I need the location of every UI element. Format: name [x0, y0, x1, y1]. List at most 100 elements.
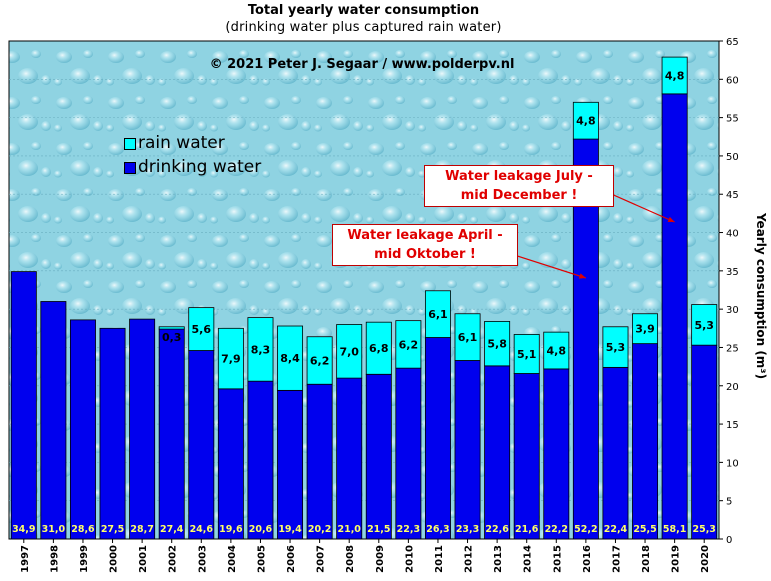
- bar-drinking-2013: [484, 365, 511, 540]
- data-label-drinking: 22,2: [545, 524, 568, 535]
- bar-drinking-2007: [306, 383, 333, 540]
- legend-label-drinking: drinking water: [138, 157, 262, 177]
- bar-drinking-1998: [40, 301, 67, 540]
- data-label-drinking: 19,4: [278, 524, 302, 535]
- bar-drinking-2006: [277, 389, 304, 540]
- data-label-rain: 0,3: [162, 331, 182, 344]
- bar-rain-2009: [365, 321, 392, 375]
- x-tick-label: 2006: [286, 545, 297, 573]
- y-tick-label: 30: [726, 305, 739, 316]
- data-label-rain: 6,1: [458, 331, 478, 344]
- y-tick-label: 15: [726, 420, 739, 431]
- data-label-rain: 4,8: [665, 69, 685, 82]
- x-tick-label: 2001: [138, 545, 149, 573]
- legend-label-rain: rain water: [138, 133, 225, 153]
- x-tick-label: 2015: [552, 545, 563, 573]
- y-tick-label: 5: [726, 497, 732, 508]
- data-label-rain: 5,3: [606, 341, 626, 354]
- x-tick-label: 2019: [671, 545, 682, 573]
- bar-drinking-2002: [158, 328, 185, 540]
- bar-drinking-2014: [513, 373, 540, 540]
- annotation-arrow-2016: [507, 252, 587, 279]
- bar-drinking-2001: [129, 318, 156, 540]
- legend-swatch-drinking: [124, 162, 136, 174]
- bar-drinking-2010: [395, 367, 422, 540]
- bar-rain-2002: [158, 326, 185, 330]
- x-tick-label: 2017: [611, 545, 622, 573]
- bar-rain-2011: [424, 290, 451, 338]
- data-label-drinking: 22,4: [604, 524, 628, 535]
- annotation-leakage-2019: Water leakage July - mid December !: [424, 165, 614, 207]
- x-tick-label: 1997: [20, 545, 31, 573]
- bar-drinking-2017: [602, 366, 629, 540]
- data-label-drinking: 58,1: [663, 524, 686, 535]
- data-label-drinking: 24,6: [190, 524, 214, 535]
- data-label-rain: 4,8: [547, 345, 567, 358]
- bar-rain-2003: [188, 307, 215, 351]
- data-label-drinking: 21,6: [515, 524, 539, 535]
- data-label-drinking: 28,7: [130, 524, 153, 535]
- data-label-rain: 5,3: [694, 319, 714, 332]
- y-tick-label: 25: [726, 343, 739, 354]
- data-label-drinking: 25,3: [692, 524, 715, 535]
- bar-drinking-2004: [217, 388, 244, 540]
- bar-rain-2015: [543, 331, 570, 370]
- bar-rain-2006: [277, 325, 304, 391]
- data-label-drinking: 20,6: [249, 524, 273, 535]
- data-label-drinking: 21,0: [337, 524, 361, 535]
- y-tick-label: 55: [726, 114, 739, 125]
- data-label-rain: 4,8: [576, 115, 596, 128]
- bar-drinking-1997: [10, 271, 37, 540]
- data-label-rain: 8,4: [280, 352, 300, 365]
- data-label-rain: 8,3: [251, 343, 271, 356]
- x-tick-label: 2009: [375, 545, 386, 573]
- data-label-rain: 5,1: [517, 348, 537, 361]
- bar-rain-2016: [572, 101, 599, 140]
- y-tick-label: 20: [726, 382, 739, 393]
- bar-drinking-2019: [661, 93, 688, 540]
- data-label-drinking: 25,5: [633, 524, 656, 535]
- x-tick-label: 2000: [109, 545, 120, 573]
- y-axis-label: Yearly consumption (m³): [754, 212, 768, 379]
- bar-rain-2020: [691, 304, 718, 346]
- bar-rain-2010: [395, 320, 422, 369]
- data-label-drinking: 22,3: [397, 524, 420, 535]
- data-label-drinking: 27,4: [160, 524, 184, 535]
- bar-drinking-2005: [247, 380, 274, 540]
- annotation-2019-line1: Water leakage July -: [445, 169, 593, 184]
- y-tick-label: 10: [726, 458, 739, 469]
- copyright-text: © 2021 Peter J. Segaar / www.polderpv.nl: [210, 57, 515, 72]
- annotation-2016-line1: Water leakage April -: [347, 228, 503, 243]
- x-tick-label: 2004: [227, 545, 238, 573]
- bar-drinking-2015: [543, 368, 570, 540]
- bar-drinking-2009: [365, 373, 392, 540]
- bar-rain-2014: [513, 334, 540, 374]
- bar-drinking-2020: [691, 344, 718, 540]
- x-tick-label: 2012: [464, 545, 475, 573]
- data-label-rain: 6,8: [369, 342, 389, 355]
- data-label-drinking: 22,6: [485, 524, 509, 535]
- annotation-2019-line2: mid December !: [460, 188, 578, 203]
- data-label-drinking: 23,3: [456, 524, 479, 535]
- annotation-2016-line2: mid Oktober !: [374, 247, 476, 262]
- x-tick-label: 2016: [582, 545, 593, 573]
- y-tick-label: 65: [726, 37, 739, 48]
- data-label-rain: 6,2: [399, 338, 419, 351]
- x-tick-label: 2005: [256, 545, 267, 573]
- data-label-drinking: 19,6: [219, 524, 243, 535]
- bar-drinking-2003: [188, 350, 215, 540]
- data-label-drinking: 20,2: [308, 524, 331, 535]
- y-tick-label: 0: [726, 535, 732, 546]
- bar-rain-2004: [217, 327, 244, 390]
- x-tick-label: 2020: [700, 545, 711, 573]
- chart-title: Total yearly water consumption: [247, 3, 480, 18]
- annotation-arrow-2016-head: [578, 273, 586, 279]
- data-label-rain: 5,8: [487, 338, 507, 351]
- bar-rain-2012: [454, 313, 481, 361]
- data-label-drinking: 31,0: [42, 524, 66, 535]
- data-label-drinking: 27,5: [101, 524, 124, 535]
- annotation-arrow-2019-head: [667, 216, 675, 222]
- x-tick-label: 1998: [49, 545, 60, 573]
- x-tick-label: 2003: [197, 545, 208, 573]
